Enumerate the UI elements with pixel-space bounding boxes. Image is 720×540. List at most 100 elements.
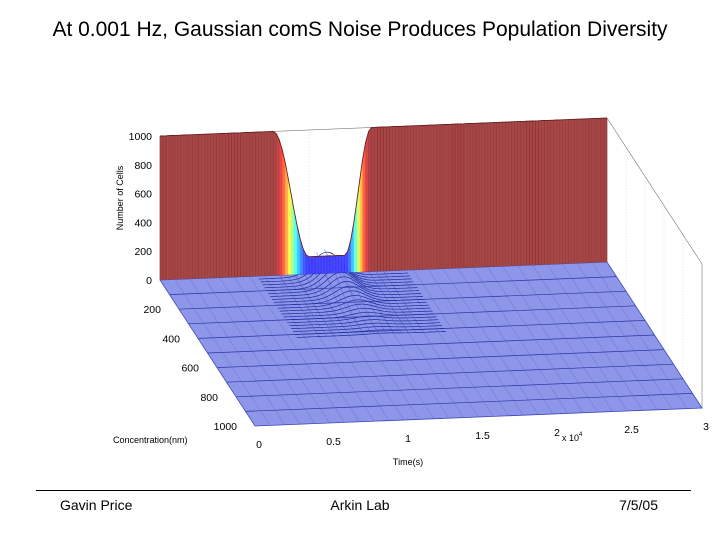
wall-strip (168, 135, 172, 280)
wall-strip (535, 120, 539, 265)
wall-strip (306, 254, 309, 275)
wall-strip (282, 149, 286, 276)
wall-strip (431, 125, 435, 270)
wall-strip (243, 132, 247, 277)
wall-strip (559, 119, 563, 264)
wall-strip (356, 180, 360, 273)
wall-strip (461, 123, 464, 268)
box-edge (606, 117, 703, 265)
wall-strip (312, 256, 315, 274)
wall-strip (344, 251, 348, 273)
wall-strip (166, 135, 169, 280)
wall-strip (517, 121, 521, 266)
wall-strip (210, 133, 214, 278)
wall-strip (565, 119, 569, 264)
wall-strip (464, 123, 467, 268)
wall-strip (291, 194, 295, 275)
mesh-line (413, 269, 509, 416)
wall-strip (288, 177, 292, 275)
wall-strip (434, 124, 438, 269)
wall-strip (270, 131, 274, 276)
slide-title: At 0.001 Hz, Gaussian comS Noise Produce… (52, 18, 668, 41)
wall-strip (332, 255, 336, 273)
wall-strip (484, 122, 488, 267)
mesh-line (189, 278, 285, 425)
wall-strip (380, 127, 384, 272)
hump-mesh-line (279, 274, 320, 337)
wall-strip (389, 126, 393, 271)
wall-strip (475, 123, 479, 268)
wall-strip (395, 126, 399, 271)
wall-strip (398, 126, 402, 271)
population-wall (159, 117, 608, 280)
y-tick-label: 200 (143, 304, 161, 316)
wall-strip (487, 122, 491, 267)
mesh-line (308, 273, 405, 421)
mesh-line (234, 276, 330, 424)
wall-strip (592, 118, 596, 263)
hump-mesh-line (301, 267, 342, 336)
footer-lab: Arkin Lab (330, 497, 390, 513)
mesh-line (159, 279, 256, 427)
wall-strip (392, 126, 396, 271)
wall-strip (297, 225, 301, 275)
mesh-line (502, 266, 598, 413)
wall-strip (526, 121, 530, 266)
wall-strip (446, 124, 450, 269)
base-surface (159, 261, 703, 427)
wall-strip (490, 122, 494, 267)
wall-strip (425, 125, 429, 270)
wall-strip (407, 125, 411, 271)
x-tick-label: 0.5 (326, 436, 341, 448)
wall-strip (338, 255, 342, 273)
wall-strip (574, 119, 578, 264)
wall-strip (553, 120, 557, 265)
mesh-line (264, 275, 360, 422)
wall-strip (315, 256, 318, 274)
x-axis-label: Time(s) (393, 457, 423, 467)
mesh-line (562, 263, 658, 410)
wall-strip (416, 125, 420, 270)
tick-labels: 0 0.5 1 1.5 2 2.5 3 200 400 600 800 1000 0 200 400 600 8… (129, 131, 709, 451)
mesh-line (591, 262, 688, 409)
x-exponent-label: x 104 (562, 432, 583, 443)
wall-strip (225, 133, 229, 278)
wall-strip (410, 125, 414, 270)
wall-strip (419, 125, 423, 270)
hump-mesh-line (368, 271, 409, 333)
wall-strip (469, 123, 473, 268)
wall-strip (404, 126, 408, 271)
mesh-line (606, 261, 703, 409)
wall-strip (365, 131, 369, 272)
wall-strip (455, 124, 458, 269)
footer-date: 7/5/05 (619, 497, 658, 513)
wall-strip (440, 124, 444, 269)
wall-strip (523, 121, 527, 266)
wall-strip (335, 255, 339, 273)
wall-strip (520, 121, 524, 266)
wall-strip (532, 120, 536, 266)
wall-strip (341, 255, 345, 273)
wall-strip (514, 121, 518, 266)
wall-strip (192, 134, 196, 279)
wall-strip (547, 120, 551, 265)
wall-strip (219, 133, 223, 278)
wall-strip (231, 133, 235, 278)
wall-strip (550, 120, 554, 265)
mesh-line (398, 270, 494, 417)
z-tick-label: 200 (134, 246, 152, 258)
wall-strip (180, 135, 184, 280)
wall-strip (279, 139, 283, 276)
y-tick-label: 400 (162, 333, 180, 345)
wall-strip (604, 118, 607, 263)
hump-mesh-line (286, 274, 327, 337)
wall-strip (586, 118, 590, 263)
wall-strip (303, 248, 306, 275)
y-axis-label: Concentration(nm) (113, 435, 188, 445)
hump-mesh-line (375, 271, 417, 333)
surface-plot: 0 0.5 1 1.5 2 2.5 3 200 400 600 800 1000 0 200 400 600 8… (113, 117, 709, 467)
wall-strip (362, 142, 366, 272)
mesh-line (472, 267, 569, 414)
wall-strip (237, 132, 241, 277)
wall-strip (368, 127, 372, 272)
